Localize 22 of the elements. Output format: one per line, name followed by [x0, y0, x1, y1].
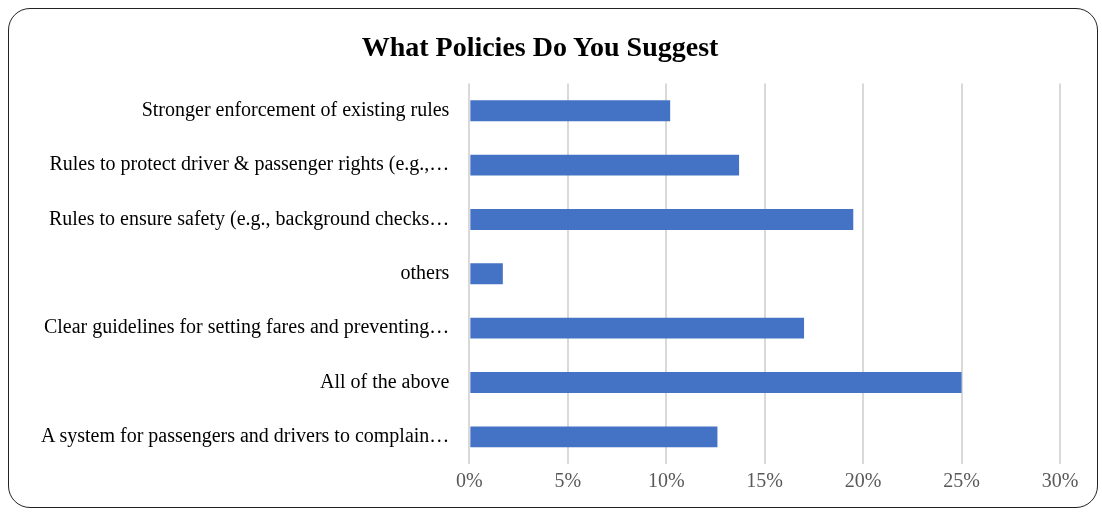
x-tick-label: 0%: [456, 469, 483, 492]
y-tick-label: Stronger enforcement of existing rules: [141, 98, 450, 122]
y-tick-label: A system for passengers and drivers to complain…: [41, 424, 450, 448]
y-tick-label: Clear guidelines for setting fares and preventing…: [43, 315, 450, 339]
y-tick-label: others: [400, 261, 450, 284]
x-tick-label: 5%: [554, 469, 582, 492]
x-tick-label: 15%: [746, 469, 784, 492]
x-tick-label: 20%: [844, 469, 882, 492]
x-tick-label: 30%: [1041, 469, 1079, 492]
x-tick-label: 25%: [943, 469, 980, 492]
bar: [470, 209, 854, 230]
bar: [470, 426, 718, 448]
bar: [470, 100, 671, 122]
chart-title: What Policies Do You Suggest: [361, 31, 720, 63]
bar: [470, 372, 962, 393]
bar: [470, 317, 805, 339]
y-tick-label: Rules to ensure safety (e.g., background checks…: [48, 206, 450, 230]
y-tick-label: Rules to protect driver & passenger rights (e.g.,…: [49, 152, 450, 176]
x-tick-label: 10%: [647, 469, 685, 492]
bar: [470, 263, 503, 285]
bar: [470, 154, 740, 176]
y-tick-label: All of the above: [319, 369, 450, 392]
